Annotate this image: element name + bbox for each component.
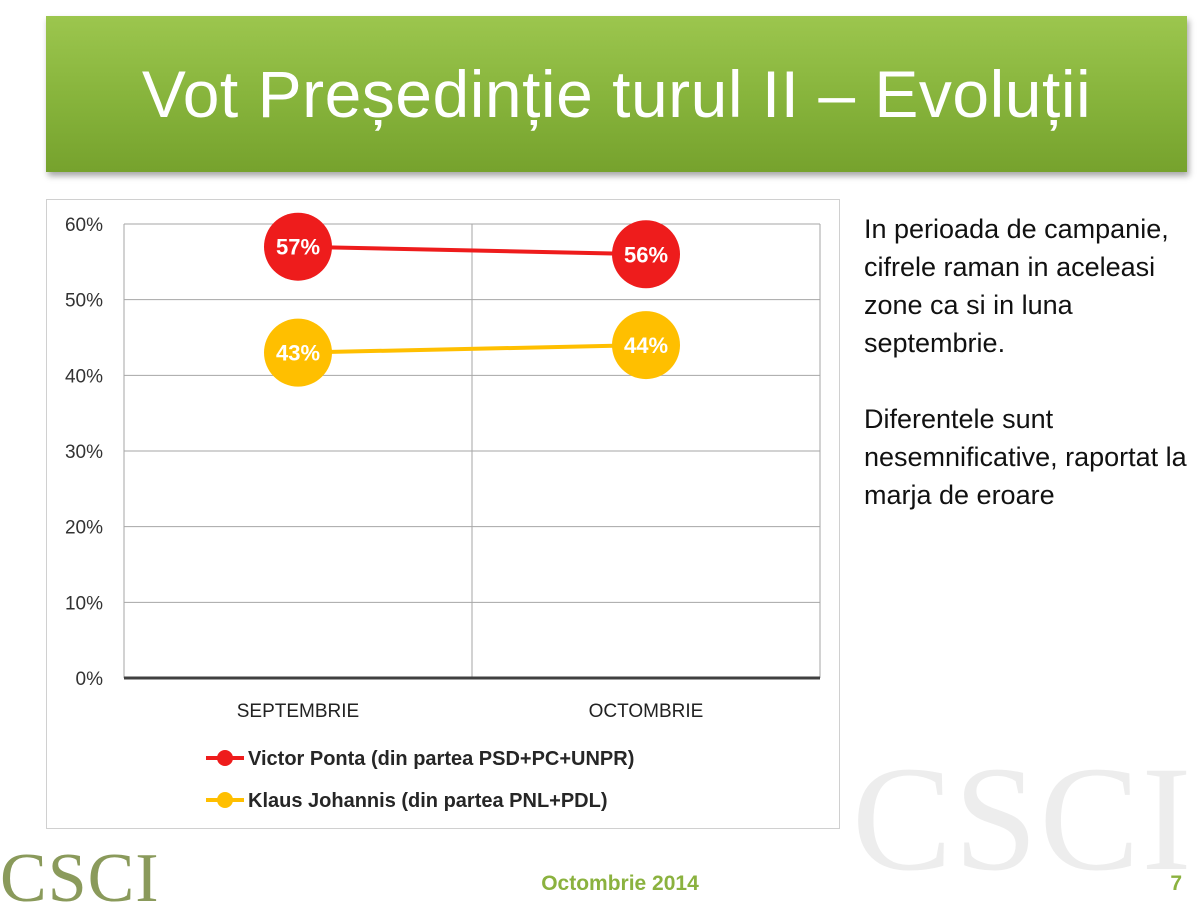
y-tick-label: 20%	[65, 518, 103, 539]
x-tick-label: OCTOMBRIE	[589, 701, 704, 722]
chart-frame: 0% 10% 20% 30% 40% 50% 60% SEPTEMBRIE OCTOMBRIE 5…	[46, 199, 840, 829]
legend-marker-0	[217, 750, 233, 766]
csci-watermark: CSCI	[852, 744, 1194, 894]
commentary: In perioada de campanie, cifrele raman i…	[864, 210, 1194, 552]
y-tick-label: 40%	[65, 366, 103, 387]
csci-logo: CSCI	[0, 840, 160, 917]
data-point-marker	[264, 212, 332, 281]
legend-label-0: Victor Ponta (din partea PSD+PC+UNPR)	[248, 748, 634, 770]
title-banner: Vot Președinție turul II – Evoluții	[46, 16, 1187, 172]
y-tick-label: 0%	[76, 669, 104, 690]
series-line-0	[297, 244, 647, 257]
y-tick-label: 60%	[65, 215, 103, 236]
data-label: 56%	[624, 242, 668, 267]
y-tick-label: 30%	[65, 442, 103, 463]
data-point-marker	[264, 318, 332, 387]
page-number: 7	[1170, 872, 1182, 895]
commentary-paragraph-2: Diferentele sunt nesemnificative, raport…	[864, 404, 1187, 510]
data-label: 57%	[276, 235, 320, 260]
data-label: 43%	[276, 341, 320, 366]
line-chart: 0% 10% 20% 30% 40% 50% 60% SEPTEMBRIE OCTOMBRIE 5…	[65, 212, 821, 812]
legend-label-1: Klaus Johannis (din partea PNL+PDL)	[248, 790, 608, 812]
data-point-marker	[612, 311, 680, 380]
data-point-marker	[612, 220, 680, 289]
footer-date: Octombrie 2014	[541, 872, 699, 895]
y-tick-label: 10%	[65, 593, 103, 614]
slide-title: Vot Președinție turul II – Evoluții	[141, 57, 1092, 131]
legend-marker-1	[217, 792, 233, 808]
series-line-1	[297, 343, 647, 355]
y-tick-label: 50%	[65, 291, 103, 312]
x-tick-label: SEPTEMBRIE	[237, 701, 359, 722]
data-label: 44%	[624, 333, 668, 358]
commentary-paragraph-1: In perioada de campanie, cifrele raman i…	[864, 214, 1169, 358]
